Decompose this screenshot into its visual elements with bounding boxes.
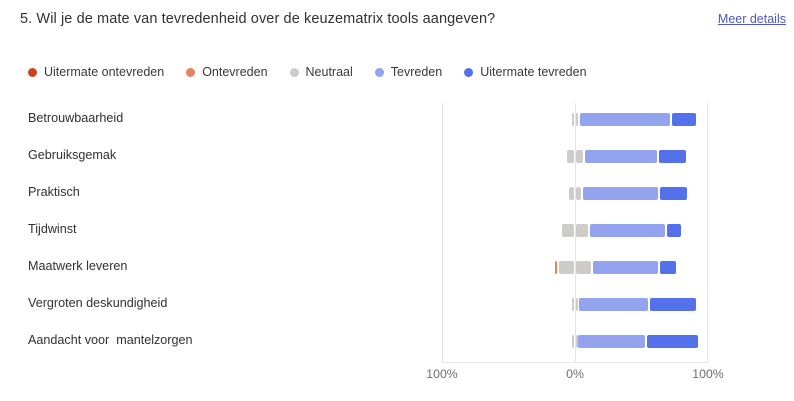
bar-segment-neutraal xyxy=(569,186,574,200)
legend-item-ontevreden: Ontevreden xyxy=(186,65,268,79)
legend-dot-icon xyxy=(289,67,299,77)
legend-dot-icon xyxy=(374,67,384,77)
x-axis-ticks: 100% 0% 100% xyxy=(426,367,723,383)
more-details-link[interactable]: Meer details xyxy=(717,12,786,26)
bar-segment-uitermate-tevreden xyxy=(671,112,697,126)
legend-item-uitermate-tevreden: Uitermate tevreden xyxy=(464,65,587,79)
bar-segment-neutraal xyxy=(576,186,581,200)
category-label-betrouwbaarheid: Betrouwbaarheid xyxy=(28,111,124,125)
bar-segment-uitermate-tevreden xyxy=(649,297,696,311)
bar-segment-ontevreden xyxy=(555,260,558,274)
bar-segment-uitermate-tevreden xyxy=(667,223,682,237)
bar-segment-tevreden xyxy=(577,334,646,348)
bar-segment-neutraal xyxy=(572,297,574,311)
chart-legend: Uitermate ontevreden Ontevreden Neutraal Te… xyxy=(28,65,587,79)
bar-segment-neutraal xyxy=(576,223,588,237)
legend-item-tevreden: Tevreden xyxy=(374,65,443,79)
legend-dot-icon xyxy=(464,67,474,77)
bar-segment-neutraal xyxy=(576,297,578,311)
legend-label: Uitermate ontevreden xyxy=(44,65,165,79)
bar-segment-tevreden xyxy=(582,186,658,200)
legend-item-neutraal: Neutraal xyxy=(289,65,353,79)
bar-segment-tevreden xyxy=(584,149,658,163)
x-axis-tick: 100% xyxy=(692,367,724,381)
legend-dot-icon xyxy=(28,67,37,77)
axis-baseline xyxy=(442,362,708,363)
bar-segment-neutraal xyxy=(572,112,574,126)
question-title: 5. Wil je de mate van tevredenheid over … xyxy=(20,11,496,27)
x-axis-tick: 100% xyxy=(426,367,458,381)
legend-label: Tevreden xyxy=(390,65,443,79)
legend-label: Neutraal xyxy=(305,65,353,79)
category-label-gebruiksgemak: Gebruiksgemak xyxy=(28,148,117,162)
bar-segment-neutraal xyxy=(559,260,574,274)
bar-segment-neutraal xyxy=(567,149,574,163)
bar-segment-uitermate-tevreden xyxy=(647,334,699,348)
legend-label: Ontevreden xyxy=(202,65,268,79)
bar-segment-tevreden xyxy=(589,223,666,237)
gridline-right xyxy=(707,103,708,362)
category-label-praktisch: Praktisch xyxy=(28,185,80,199)
bar-segment-neutraal xyxy=(576,149,583,163)
bar-segment-tevreden xyxy=(592,260,659,274)
bar-segment-neutraal xyxy=(576,112,578,126)
x-axis-tick: 0% xyxy=(566,367,584,381)
category-label-maatwerk-leveren: Maatwerk leveren xyxy=(28,259,128,273)
category-label-tijdwinst: Tijdwinst xyxy=(28,222,77,236)
bar-segment-neutraal xyxy=(576,260,591,274)
bar-segment-uitermate-tevreden xyxy=(659,186,688,200)
bar-segment-tevreden xyxy=(579,112,670,126)
bar-segment-neutraal xyxy=(576,334,578,348)
plot-area xyxy=(442,103,708,363)
legend-dot-icon xyxy=(186,67,196,77)
gridline-zero xyxy=(575,103,576,362)
bar-segment-uitermate-tevreden xyxy=(659,149,687,163)
bar-segment-tevreden xyxy=(579,297,648,311)
category-label-vergroten-deskundigheid: Vergroten deskundigheid xyxy=(28,296,168,310)
bar-segment-neutraal xyxy=(572,334,574,348)
gridline-left xyxy=(442,103,443,362)
category-label-aandacht-voor-mantelzorgen: Aandacht voor mantelzorgen xyxy=(28,333,193,347)
legend-label: Uitermate tevreden xyxy=(480,65,587,79)
bar-segment-uitermate-tevreden xyxy=(660,260,676,274)
bar-segment-neutraal xyxy=(562,223,574,237)
legend-item-uitermate-ontevreden: Uitermate ontevreden xyxy=(28,65,164,79)
